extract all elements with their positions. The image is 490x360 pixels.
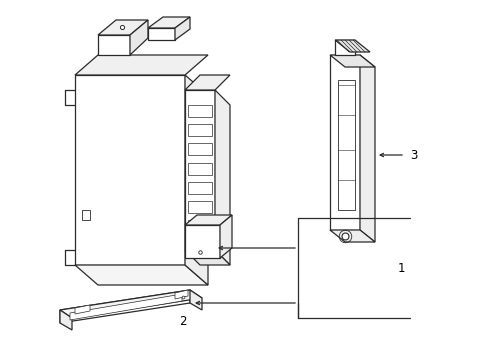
Polygon shape [60,310,72,330]
Polygon shape [130,20,148,55]
Polygon shape [82,210,90,220]
Polygon shape [188,162,212,175]
Text: 3: 3 [410,149,417,162]
Text: 2: 2 [179,315,187,328]
Polygon shape [185,250,230,265]
Polygon shape [75,75,185,265]
Polygon shape [188,220,212,232]
Polygon shape [60,290,202,318]
Polygon shape [330,55,375,67]
Polygon shape [338,80,355,210]
Polygon shape [190,290,202,310]
Polygon shape [215,90,230,265]
Polygon shape [75,265,208,285]
Polygon shape [185,75,230,90]
Polygon shape [330,230,375,242]
Polygon shape [188,124,212,136]
Polygon shape [98,35,130,55]
Polygon shape [175,17,190,40]
Polygon shape [98,20,148,35]
Polygon shape [185,225,220,258]
Polygon shape [188,182,212,194]
Polygon shape [75,55,208,75]
Polygon shape [175,290,188,299]
Polygon shape [148,17,190,28]
Polygon shape [188,105,212,117]
Polygon shape [188,201,212,213]
Polygon shape [188,143,212,155]
Polygon shape [220,215,232,258]
Polygon shape [75,305,90,314]
Polygon shape [185,75,208,285]
Polygon shape [148,28,175,40]
Polygon shape [335,40,355,55]
Polygon shape [360,55,375,242]
Polygon shape [330,55,360,230]
Polygon shape [60,290,190,323]
Text: 1: 1 [397,261,405,274]
Polygon shape [70,294,182,320]
Polygon shape [335,40,370,52]
Polygon shape [185,215,232,225]
Polygon shape [185,90,215,250]
